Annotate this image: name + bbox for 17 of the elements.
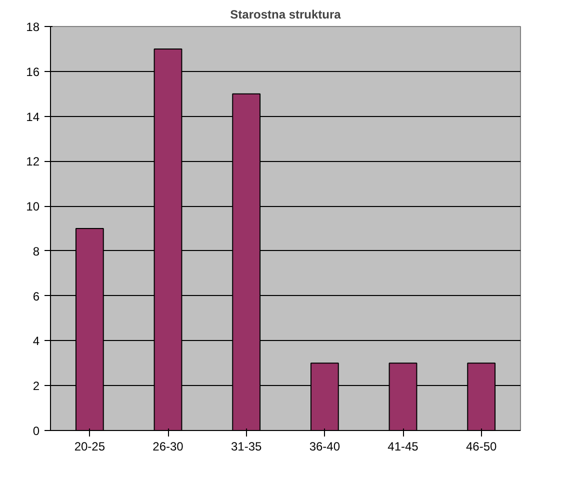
x-tick-label: 20-25	[74, 440, 106, 454]
x-tick-label: 26-30	[152, 440, 184, 454]
y-tick-label: 12	[26, 154, 40, 169]
y-tick-label: 18	[26, 20, 40, 34]
y-tick-label: 16	[26, 64, 40, 79]
x-tick-label: 46-50	[466, 440, 498, 454]
x-tick-label: 31-35	[230, 440, 262, 454]
y-tick-label: 10	[26, 200, 40, 214]
x-tick-label: 36-40	[309, 440, 340, 454]
x-tick-label: 41-45	[388, 440, 419, 454]
y-tick-label: 6	[32, 289, 40, 304]
y-tick-label: 0	[32, 424, 40, 438]
y-tick-label: 4	[32, 334, 40, 348]
y-tick-label: 14	[26, 110, 40, 124]
y-tick-label: 8	[32, 244, 40, 258]
y-tick-label: 2	[32, 379, 40, 394]
chart-title: Starostna struktura	[230, 8, 342, 22]
